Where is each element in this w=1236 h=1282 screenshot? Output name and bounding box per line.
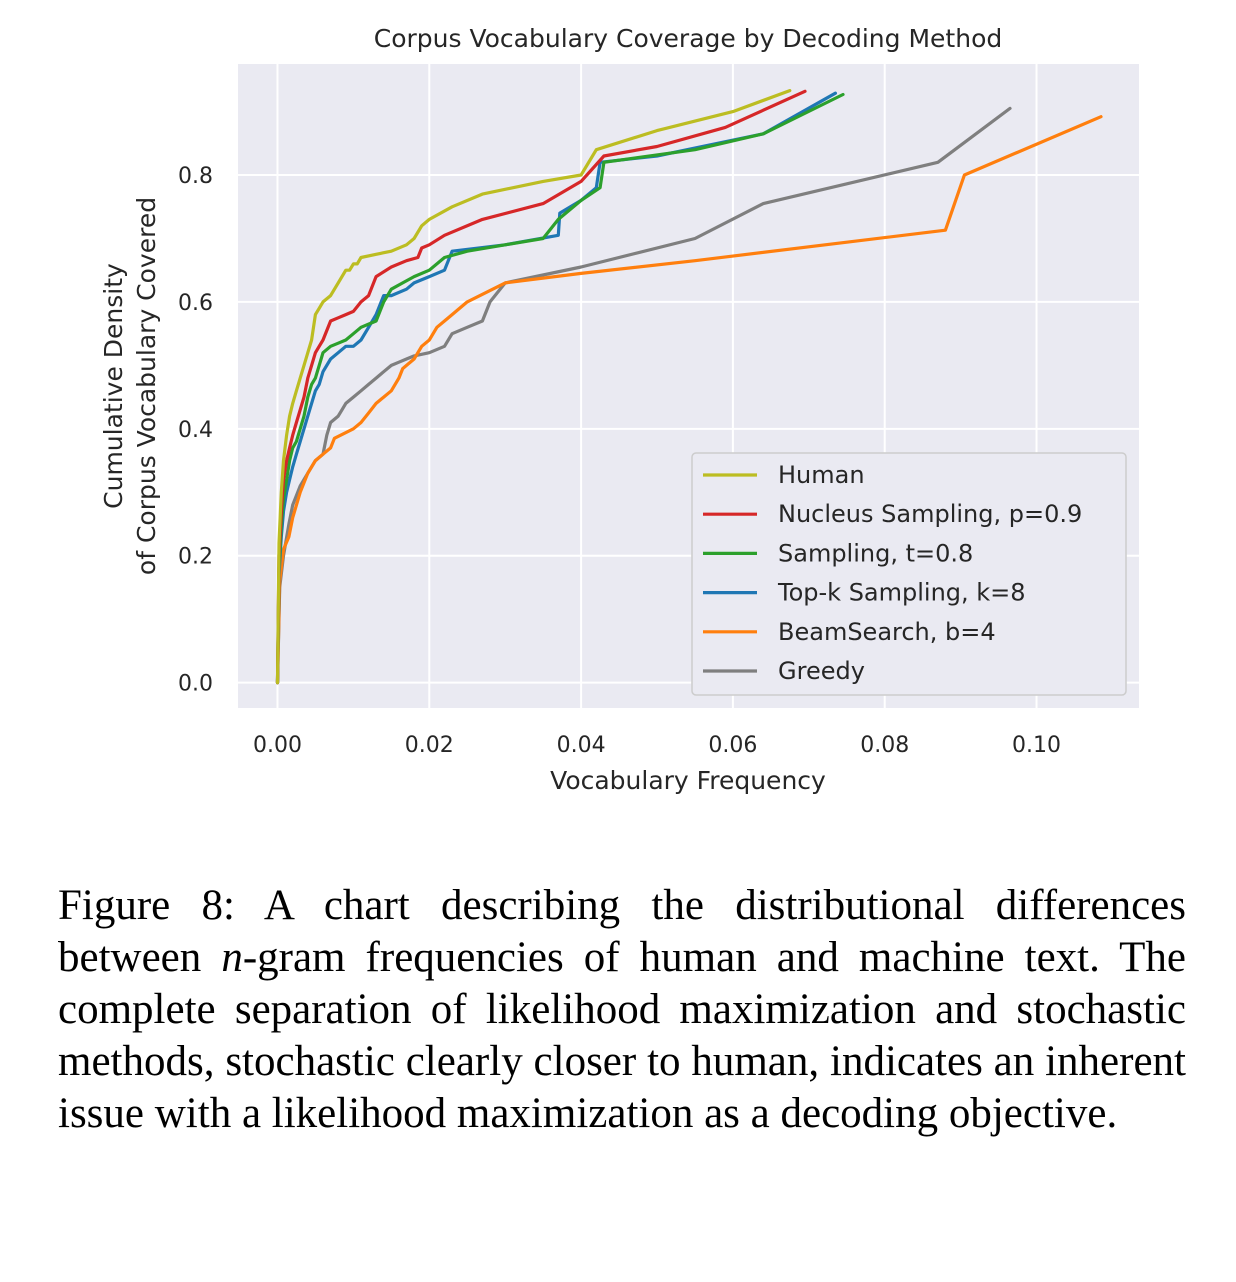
tick-labels: 0.00 0.02 0.04 0.06 0.08 0.10 0.0 0.2 0.4 0.6 0.8 — [178, 164, 1061, 758]
y-tick-label: 0.2 — [178, 545, 213, 570]
chart: Corpus Vocabulary Coverage by Decoding M… — [99, 24, 1139, 795]
caption-italic-n: n — [221, 934, 243, 981]
x-tick-label: 0.08 — [860, 733, 909, 758]
legend-label: BeamSearch, b=4 — [778, 618, 996, 646]
x-tick-label: 0.06 — [708, 733, 757, 758]
series-line-beamsearch-b-4 — [275, 115, 1103, 685]
y-tick-label: 0.8 — [178, 164, 213, 189]
legend-box — [691, 452, 1127, 696]
x-tick-label: 0.00 — [253, 733, 302, 758]
y-axis-title-line-2: of Corpus Vocabulary Covered — [132, 197, 161, 575]
legend-label: Top-k Sampling, k=8 — [777, 579, 1026, 607]
grid — [238, 64, 1139, 708]
x-axis-title: Vocabulary Frequency — [550, 766, 826, 795]
y-tick-label: 0.4 — [178, 418, 213, 443]
chart-title: Corpus Vocabulary Coverage by Decoding M… — [374, 24, 1002, 53]
caption-prefix: Figure 8: A chart describing the distrib… — [58, 882, 1186, 981]
series-line-sampling-t-0-8 — [275, 92, 845, 685]
series-line-human — [275, 88, 792, 685]
caption-suffix: -gram frequencies of human and machine t… — [58, 934, 1186, 1137]
series-line-nucleus-sampling-p-0-9 — [275, 89, 807, 685]
legend-label: Sampling, t=0.8 — [778, 539, 973, 567]
x-tick-label: 0.02 — [405, 733, 454, 758]
y-tick-label: 0.0 — [178, 672, 213, 697]
y-axis-title-line-1: Cumulative Density — [99, 263, 128, 509]
legend: Human Nucleus Sampling, p=0.9 Sampling, t=… — [691, 452, 1127, 696]
legend-label: Nucleus Sampling, p=0.9 — [778, 500, 1082, 528]
y-axis-title: Cumulative Density of Corpus Vocabulary … — [99, 197, 161, 575]
legend-label: Greedy — [778, 657, 865, 685]
y-tick-label: 0.6 — [178, 291, 213, 316]
x-tick-label: 0.04 — [557, 733, 606, 758]
figure-caption: Figure 8: A chart describing the distrib… — [58, 880, 1186, 1140]
x-tick-label: 0.10 — [1012, 733, 1061, 758]
series-lines — [275, 88, 1103, 685]
legend-label: Human — [778, 461, 865, 489]
